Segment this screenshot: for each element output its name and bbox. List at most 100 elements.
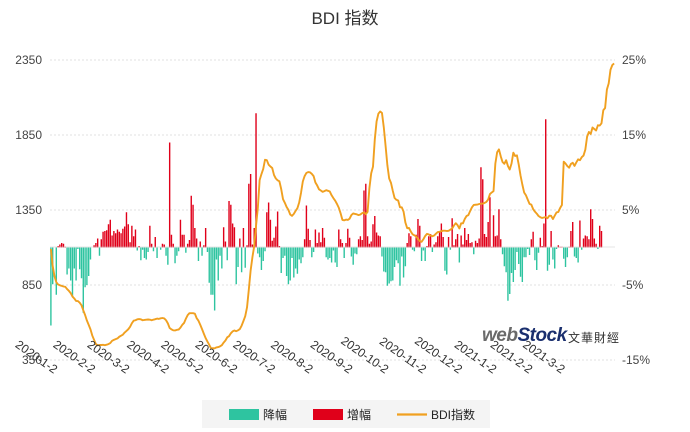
increase-bar bbox=[591, 219, 594, 248]
decline-bar bbox=[219, 247, 221, 256]
decline-bar bbox=[78, 247, 81, 270]
increase-bar bbox=[246, 245, 248, 248]
decline-bar bbox=[334, 247, 336, 263]
increase-bar bbox=[318, 232, 320, 248]
decline-bar bbox=[201, 247, 203, 256]
decline-bar bbox=[388, 247, 390, 284]
decline-bar bbox=[143, 247, 146, 258]
decline-bar bbox=[422, 247, 425, 251]
increase-bar bbox=[599, 225, 601, 248]
increase-bar bbox=[365, 183, 367, 248]
decline-bar bbox=[330, 247, 333, 263]
decline-bar bbox=[393, 247, 396, 267]
increase-bar bbox=[447, 237, 450, 248]
increase-bar bbox=[62, 243, 65, 248]
decline-bar bbox=[264, 247, 266, 252]
increase-bar bbox=[469, 243, 471, 248]
decline-bar bbox=[402, 247, 405, 278]
decline-bar bbox=[505, 247, 507, 273]
decline-bar bbox=[235, 247, 237, 285]
increase-bar bbox=[368, 243, 371, 248]
increase-bar bbox=[104, 231, 106, 248]
decline-bar bbox=[294, 247, 297, 269]
decline-bar bbox=[521, 247, 524, 282]
decline-bar bbox=[404, 247, 407, 267]
increase-bar bbox=[347, 228, 349, 248]
decline-bar bbox=[446, 247, 448, 275]
increase-bar bbox=[345, 243, 347, 248]
decline-bar bbox=[424, 247, 426, 261]
increase-bar bbox=[482, 179, 484, 248]
increase-bar bbox=[199, 241, 201, 248]
decline-bar bbox=[285, 247, 288, 276]
decline-bar bbox=[147, 247, 149, 252]
decline-bar bbox=[98, 247, 101, 256]
watermark-web-text: web bbox=[482, 325, 518, 346]
increase-bar bbox=[275, 226, 277, 248]
increase-bar bbox=[435, 242, 437, 248]
increase-bar bbox=[273, 237, 275, 248]
increase-bar bbox=[131, 225, 133, 248]
decline-bar bbox=[213, 247, 216, 311]
increase-bar bbox=[107, 224, 110, 248]
increase-bar bbox=[500, 239, 502, 248]
decline-bar bbox=[244, 247, 246, 268]
legend-swatch-decline bbox=[229, 409, 259, 420]
decline-bar bbox=[386, 247, 389, 286]
increase-bar bbox=[492, 215, 495, 248]
decline-bar bbox=[167, 247, 169, 265]
decline-bar bbox=[546, 247, 549, 271]
decline-bar bbox=[75, 247, 77, 281]
decline-bar bbox=[185, 247, 187, 253]
decline-bar bbox=[312, 247, 315, 252]
increase-bar bbox=[129, 242, 131, 248]
increase-bar bbox=[316, 243, 318, 248]
decline-bar bbox=[302, 247, 304, 258]
decline-bar bbox=[354, 247, 356, 254]
decline-bar bbox=[68, 247, 70, 269]
watermark-brand: webStock bbox=[482, 325, 567, 347]
increase-bar bbox=[600, 231, 603, 248]
increase-bar bbox=[179, 219, 182, 248]
increase-bar bbox=[460, 235, 462, 248]
right-tick-label: -15% bbox=[622, 353, 650, 367]
increase-bar bbox=[363, 190, 365, 248]
increase-bar bbox=[267, 202, 270, 248]
increase-bar bbox=[487, 222, 489, 248]
decline-bar bbox=[77, 247, 79, 249]
increase-bar bbox=[498, 209, 500, 248]
increase-bar bbox=[582, 238, 585, 248]
increase-bar bbox=[366, 236, 369, 248]
decline-bar bbox=[399, 247, 401, 286]
decline-bar bbox=[507, 247, 509, 301]
decline-bar bbox=[300, 247, 302, 264]
decline-bar bbox=[509, 247, 511, 294]
increase-bar bbox=[120, 233, 122, 248]
decline-bar bbox=[528, 247, 531, 255]
decline-bar bbox=[577, 247, 579, 263]
decline-bar bbox=[514, 247, 516, 270]
increase-bar bbox=[375, 232, 378, 248]
decline-bar bbox=[258, 247, 261, 258]
increase-bar bbox=[114, 233, 117, 248]
decline-bar bbox=[420, 247, 423, 261]
increase-bar bbox=[163, 244, 165, 248]
increase-bar bbox=[588, 239, 590, 248]
increase-bar bbox=[113, 231, 115, 248]
decline-bar bbox=[512, 247, 515, 282]
decline-bar bbox=[381, 247, 383, 257]
grid bbox=[50, 59, 615, 361]
decline-bar bbox=[325, 247, 327, 258]
decline-bar bbox=[136, 247, 138, 251]
increase-bar bbox=[150, 243, 153, 248]
decline-bar bbox=[527, 247, 529, 249]
increase-bar bbox=[95, 243, 97, 248]
increase-bar bbox=[539, 237, 542, 248]
increase-bar bbox=[339, 239, 342, 248]
decline-bar bbox=[534, 247, 536, 261]
decline-bar bbox=[518, 247, 520, 264]
increase-bar bbox=[377, 235, 380, 248]
decline-bar bbox=[287, 247, 290, 285]
decline-bar bbox=[71, 247, 74, 297]
increase-bar bbox=[438, 231, 441, 248]
